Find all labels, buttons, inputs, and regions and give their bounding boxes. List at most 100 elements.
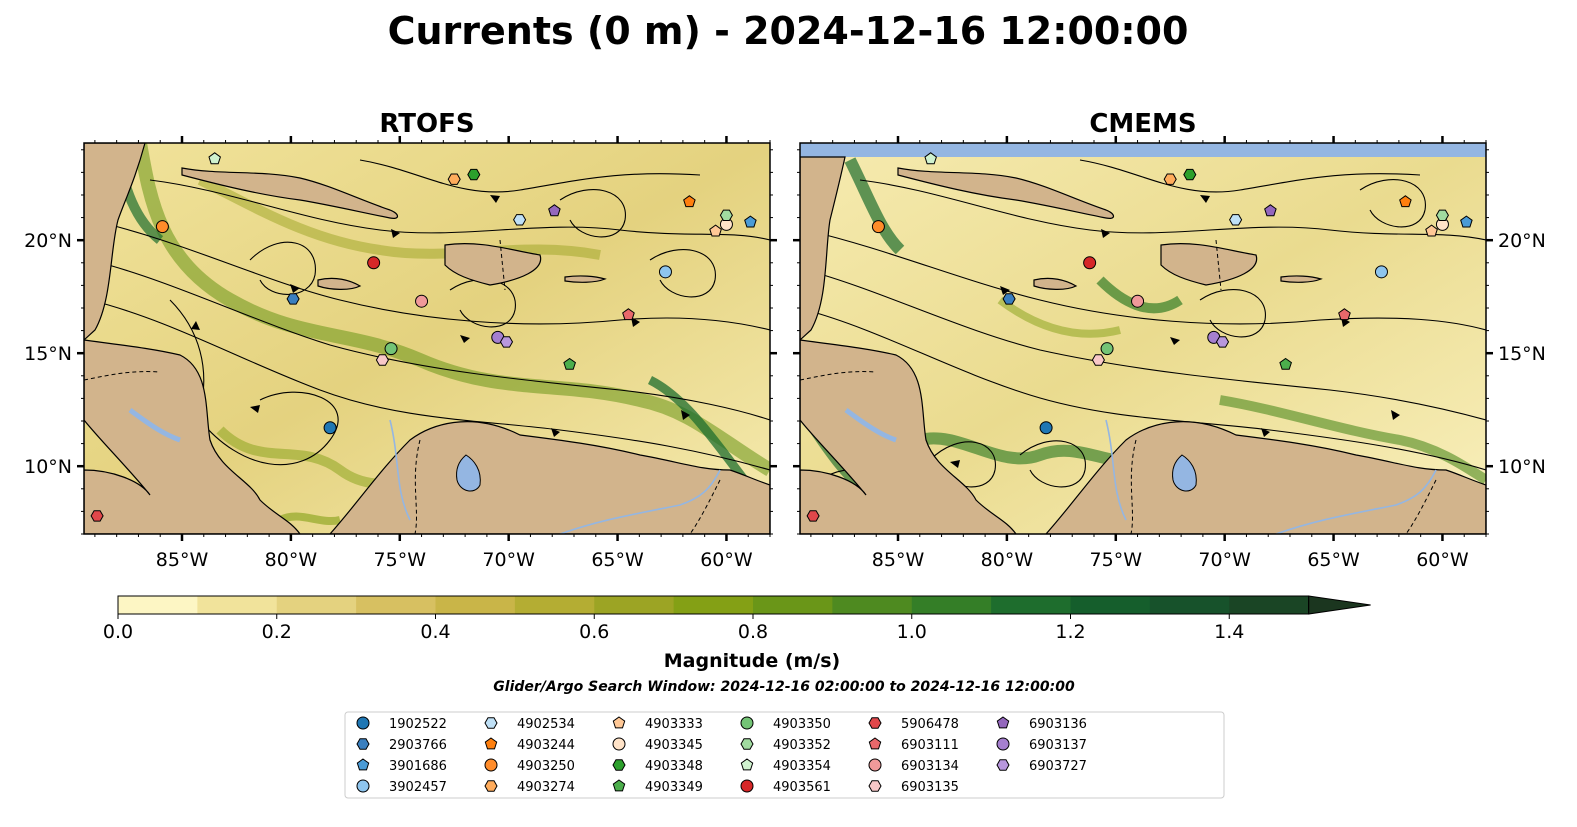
legend-item: 4903333 xyxy=(612,716,703,732)
search-window-caption: Glider/Argo Search Window: 2024-12-16 02… xyxy=(493,679,1075,695)
legend-marker xyxy=(868,717,882,729)
position-marker xyxy=(1002,293,1016,305)
panel-title-cmems: CMEMS xyxy=(1089,109,1196,139)
streamline-arrows xyxy=(191,195,690,437)
x-tick-label: 65°W xyxy=(591,549,644,571)
legend-label: 6903136 xyxy=(1029,717,1087,732)
colorbar: 0.0 0.2 0.4 0.6 0.8 1.0 1.2 1.4 Magnitude (m/s) xyxy=(103,595,1371,672)
legend-marker xyxy=(356,738,370,750)
position-marker xyxy=(1229,214,1243,226)
colorbar-level xyxy=(594,596,675,614)
position-marker xyxy=(367,256,381,270)
position-marker xyxy=(1083,256,1097,270)
legend-item: 4903250 xyxy=(484,758,575,774)
colorbar-tick-label: 0.2 xyxy=(262,621,292,643)
colorbar-label: Magnitude (m/s) xyxy=(664,650,841,672)
colorbar-tick-label: 0.6 xyxy=(579,621,609,643)
position-marker xyxy=(286,293,300,305)
legend-label: 4902534 xyxy=(517,717,575,732)
y-tick-label: 20°N xyxy=(1498,230,1546,252)
y-tick-label: 10°N xyxy=(24,456,72,478)
colorbar-level xyxy=(1149,596,1230,614)
colorbar-level xyxy=(435,596,516,614)
colorbar-level xyxy=(1229,596,1310,614)
position-marker xyxy=(384,342,398,356)
position-marker xyxy=(563,357,576,370)
legend-marker xyxy=(868,780,882,792)
legend-label: 3901686 xyxy=(389,759,447,774)
colorbar-level xyxy=(118,596,198,614)
position-marker xyxy=(1131,294,1145,308)
position-marker xyxy=(375,354,389,366)
x-tick-label: 80°W xyxy=(265,549,318,571)
x-tick-label: 70°W xyxy=(482,549,535,571)
position-marker xyxy=(744,215,757,228)
x-tick-label: 75°W xyxy=(1090,549,1143,571)
legend-item: 4903352 xyxy=(740,738,831,753)
legend-marker xyxy=(612,716,626,729)
position-marker xyxy=(806,510,820,522)
legend-marker xyxy=(740,738,754,750)
land-cuba xyxy=(181,167,399,219)
position-marker xyxy=(1399,195,1412,208)
colorbar-level xyxy=(356,596,436,614)
legend-label: 6903134 xyxy=(901,759,959,774)
colorbar-tick-label: 1.4 xyxy=(1214,621,1244,643)
legend-label: 4903349 xyxy=(645,780,703,795)
legend-label: 4903354 xyxy=(773,759,831,774)
rivers xyxy=(389,419,721,534)
legend-marker xyxy=(356,779,370,793)
y-tick-label: 20°N xyxy=(24,230,72,252)
y-tick-label: 15°N xyxy=(24,343,72,365)
position-marker xyxy=(467,168,481,181)
land-central-america xyxy=(84,143,301,534)
legend-item: 6903135 xyxy=(868,780,959,795)
land xyxy=(800,156,1486,534)
land-hispaniola xyxy=(444,243,542,286)
legend-item: 5906478 xyxy=(868,717,959,732)
position-marker xyxy=(323,421,337,435)
colorbar-level xyxy=(911,596,992,614)
legend-box xyxy=(344,711,1225,799)
colorbar-level xyxy=(832,596,913,614)
panel-cmems: CMEMS xyxy=(793,109,1546,571)
position-marker xyxy=(683,195,696,208)
legend-label: 4903274 xyxy=(517,780,575,795)
legend-item: 2903766 xyxy=(356,738,447,753)
legend-item: 6903136 xyxy=(996,716,1087,732)
legend-marker xyxy=(356,758,370,771)
position-marker xyxy=(208,152,221,165)
x-axis-cmems: 85°W 80°W 75°W 70°W 65°W 60°W xyxy=(810,136,1487,571)
panel-frame xyxy=(799,142,1487,535)
position-marker xyxy=(1338,308,1351,321)
lake-nicaragua xyxy=(128,407,181,443)
colorbar-extend-arrow xyxy=(1308,595,1371,615)
positions-cmems xyxy=(806,152,1473,522)
colorbar-level xyxy=(1070,596,1151,614)
position-marker xyxy=(1279,357,1292,370)
colorbar-frame xyxy=(117,595,1310,615)
legend-label: 4903333 xyxy=(645,717,703,732)
land-cuba xyxy=(897,167,1115,219)
colorbar-tick-label: 0.0 xyxy=(103,621,133,643)
position-marker xyxy=(1435,209,1449,221)
legend-marker xyxy=(740,758,754,771)
legend-item: 1902522 xyxy=(356,716,447,732)
position-marker xyxy=(1374,265,1388,279)
legend: 1902522 2903766 3901686 3902457 4902534 49032… xyxy=(344,711,1225,799)
legend-marker xyxy=(612,779,626,792)
colorbar-level xyxy=(753,596,833,614)
legend-label: 4903345 xyxy=(645,738,703,753)
legend-label: 2903766 xyxy=(389,738,447,753)
legend-marker xyxy=(484,758,498,772)
position-marker xyxy=(1215,336,1230,348)
legend-item: 4903350 xyxy=(740,716,831,732)
legend-label: 6903727 xyxy=(1029,759,1087,774)
borders xyxy=(800,239,1437,534)
land-jamaica xyxy=(317,277,362,290)
x-tick-label: 70°W xyxy=(1198,549,1251,571)
legend-label: 1902522 xyxy=(389,717,447,732)
position-marker xyxy=(1100,342,1114,356)
legend-label: 4903352 xyxy=(773,738,831,753)
y-axis-cmems: 10°N 15°N 20°N xyxy=(793,149,1546,535)
